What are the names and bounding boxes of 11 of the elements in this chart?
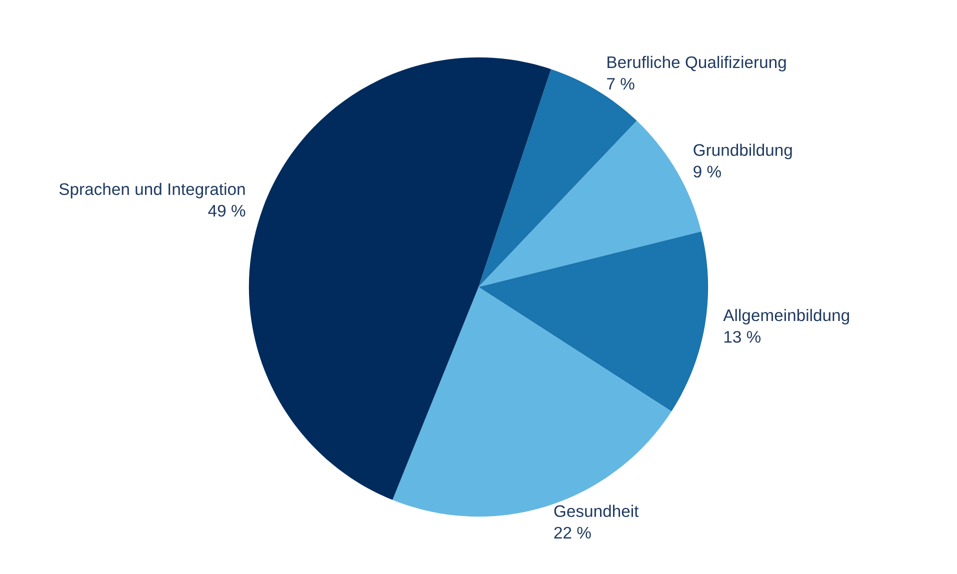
slice-label: Gesundheit	[554, 504, 639, 518]
slice-label: Sprachen und Integration	[59, 182, 245, 198]
slice-label: Allgemeinbildung	[723, 308, 849, 324]
slice-label: Berufliche Qualifizierung	[608, 56, 786, 72]
data-label: 7 %	[607, 78, 634, 90]
data-label: 9 %	[694, 166, 721, 178]
pie-slice	[249, 57, 551, 500]
data-label: 22 %	[554, 526, 591, 539]
data-label: 49 %	[208, 204, 246, 217]
data-label: 13 %	[724, 330, 761, 343]
slice-label: Grundbildung	[694, 144, 792, 160]
